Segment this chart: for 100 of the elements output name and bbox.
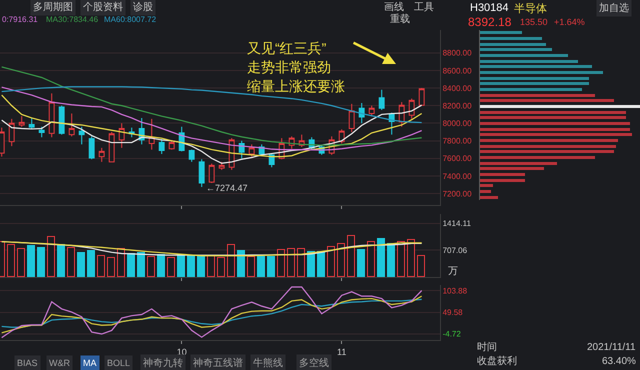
candlestick bbox=[78, 126, 85, 145]
candlestick bbox=[198, 158, 205, 188]
bar bbox=[377, 238, 385, 277]
candlestick bbox=[28, 117, 35, 130]
text: MA bbox=[83, 358, 96, 368]
annotation: ←7274.47 bbox=[206, 183, 248, 193]
line-series bbox=[1, 104, 422, 164]
text: 神奇九转 bbox=[143, 357, 183, 369]
y-tick-label: 7800.00 bbox=[442, 136, 472, 146]
annotation: 走势非常强劲 bbox=[247, 59, 331, 75]
bar bbox=[480, 31, 522, 34]
bar bbox=[480, 173, 525, 176]
bar bbox=[177, 254, 185, 277]
text: 收盘获利 bbox=[477, 355, 517, 367]
bar bbox=[480, 162, 557, 165]
bar bbox=[7, 244, 15, 277]
bar bbox=[357, 249, 365, 277]
bar bbox=[297, 248, 305, 277]
candlestick bbox=[418, 88, 425, 106]
bar bbox=[227, 244, 235, 277]
text: W&R bbox=[49, 358, 70, 368]
text: 工具 bbox=[414, 2, 434, 13]
bar bbox=[197, 255, 205, 277]
bar bbox=[480, 48, 552, 51]
bar bbox=[480, 133, 632, 136]
bar bbox=[327, 246, 335, 277]
bar bbox=[37, 247, 45, 277]
bar bbox=[480, 82, 589, 85]
bar bbox=[387, 243, 395, 277]
y-tick-label: 103.88 bbox=[442, 286, 468, 296]
text: BIAS bbox=[17, 358, 38, 368]
y-tick-label: 707.06 bbox=[442, 246, 468, 255]
candlestick bbox=[38, 126, 45, 138]
text: 画线 bbox=[384, 1, 404, 13]
bar bbox=[480, 94, 595, 97]
bar bbox=[480, 65, 592, 68]
candlestick bbox=[98, 147, 105, 162]
bar bbox=[217, 257, 225, 277]
text: 63.40% bbox=[602, 356, 636, 367]
bar bbox=[480, 179, 525, 182]
text: 加自选 bbox=[599, 2, 629, 14]
y-tick-label: 8000.00 bbox=[442, 119, 472, 128]
bar bbox=[480, 71, 603, 74]
y-tick-label: 7400.00 bbox=[442, 172, 472, 181]
bar bbox=[417, 255, 425, 277]
bar bbox=[267, 256, 275, 277]
candlestick bbox=[68, 113, 75, 137]
bar bbox=[407, 239, 415, 277]
y-tick-label: 49.58 bbox=[442, 308, 464, 318]
text: 半导体 bbox=[514, 2, 547, 15]
bar bbox=[47, 236, 55, 277]
bar bbox=[480, 196, 498, 199]
bar bbox=[480, 77, 589, 80]
y-tick-label: 1414.11 bbox=[442, 219, 472, 228]
line-series bbox=[1, 94, 422, 158]
bar bbox=[397, 241, 405, 277]
bar bbox=[137, 252, 145, 277]
text: 2021/11/11 bbox=[587, 342, 636, 353]
bar bbox=[480, 99, 614, 102]
y-tick-label: 7200.00 bbox=[442, 189, 472, 198]
candlestick bbox=[188, 149, 195, 162]
bar bbox=[157, 254, 165, 277]
bar bbox=[480, 111, 626, 114]
candlestick bbox=[348, 103, 355, 133]
bar bbox=[147, 256, 155, 277]
bar bbox=[307, 251, 315, 277]
bar bbox=[27, 245, 35, 277]
text: 0:7916.31 bbox=[2, 15, 38, 24]
bar bbox=[480, 88, 582, 91]
bar bbox=[480, 190, 491, 193]
bar bbox=[237, 250, 245, 277]
annotation: 缩量上涨还要涨 bbox=[247, 78, 345, 94]
bar bbox=[67, 247, 75, 277]
y-tick-label: 7600.00 bbox=[442, 154, 472, 164]
bar bbox=[480, 37, 542, 40]
y-tick-label: 8600.00 bbox=[442, 66, 472, 76]
bar bbox=[480, 184, 493, 187]
bar bbox=[480, 156, 595, 159]
bar bbox=[480, 139, 618, 142]
x-tick-label: 11 bbox=[337, 346, 346, 357]
bar bbox=[347, 235, 355, 277]
bar bbox=[247, 256, 255, 277]
bar bbox=[117, 248, 125, 277]
bar bbox=[480, 128, 630, 131]
bar bbox=[480, 54, 568, 57]
bar bbox=[87, 250, 95, 277]
bar bbox=[480, 150, 614, 153]
y-tick-label: 8400.00 bbox=[442, 84, 472, 93]
y-tick-label: 8200.00 bbox=[442, 101, 472, 110]
bar bbox=[367, 241, 375, 277]
bar bbox=[317, 251, 325, 277]
bar bbox=[480, 116, 626, 119]
text: BOLL bbox=[107, 358, 130, 368]
text: 个股资料 bbox=[83, 1, 123, 13]
bar bbox=[287, 248, 295, 277]
bar bbox=[77, 252, 85, 277]
text: MA60:8007.72 bbox=[104, 15, 157, 24]
bar bbox=[187, 255, 195, 277]
text: MA30:7834.46 bbox=[46, 15, 99, 24]
candlestick bbox=[118, 122, 125, 148]
